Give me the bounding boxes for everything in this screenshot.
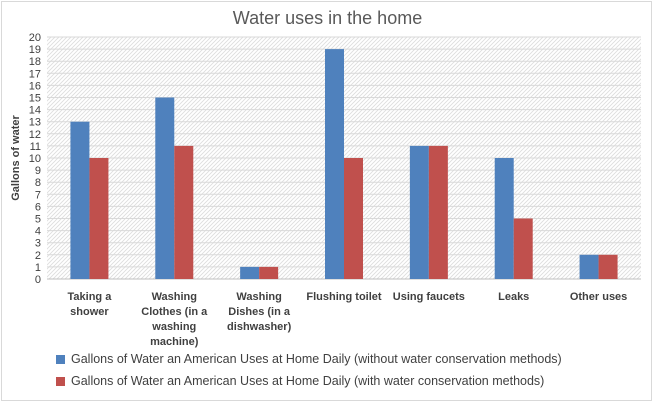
y-tick-label: 0 (35, 274, 41, 286)
y-tick-label: 2 (35, 250, 41, 262)
bar (409, 145, 429, 279)
y-tick-label: 6 (35, 201, 41, 213)
y-tick-label: 3 (35, 238, 41, 250)
y-tick-label: 5 (35, 214, 41, 226)
y-tick-label: 12 (29, 129, 41, 141)
legend-swatch-without (56, 354, 65, 364)
x-category-label: Taking a shower (68, 291, 113, 318)
y-tick-label: 8 (35, 177, 41, 189)
y-tick-label: 18 (29, 56, 41, 68)
y-tick-label: 13 (29, 117, 41, 129)
y-tick-label: 16 (29, 80, 41, 92)
bar (579, 254, 599, 279)
bar (155, 97, 175, 279)
legend-label-with: Gallons of Water an American Uses at Hom… (71, 374, 545, 388)
bar (428, 145, 448, 279)
y-tick-label: 10 (29, 153, 41, 165)
y-tick-label: 7 (35, 189, 41, 201)
y-tick-label: 9 (35, 165, 41, 177)
y-tick-label: 17 (29, 68, 41, 80)
legend: Gallons of Water an American Uses at Hom… (56, 348, 562, 392)
bar (325, 49, 344, 279)
legend-label-without: Gallons of Water an American Uses at Hom… (71, 352, 562, 366)
y-tick-label: 1 (35, 262, 41, 274)
y-axis-label: Gallons of water (10, 114, 22, 200)
bar (344, 158, 363, 279)
x-category-label: Flushing toilet (306, 291, 381, 303)
bar (494, 158, 514, 279)
x-category-label: Leaks (498, 291, 529, 303)
bar (259, 266, 279, 279)
bar (89, 158, 109, 279)
y-tick-label: 14 (29, 105, 41, 117)
x-category-label: Washing Clothes (in a washing machine) (141, 291, 208, 348)
x-category-label: Other uses (570, 291, 627, 303)
bar (513, 218, 533, 279)
legend-swatch-with (56, 376, 65, 386)
x-category-label: Washing Dishes (in a dishwasher) (227, 291, 292, 333)
y-tick-label: 4 (35, 226, 41, 238)
y-tick-label: 20 (29, 32, 41, 44)
bar (598, 254, 618, 279)
bar (240, 266, 260, 279)
legend-item-without: Gallons of Water an American Uses at Hom… (56, 348, 562, 370)
y-tick-label: 19 (29, 44, 41, 56)
legend-item-with: Gallons of Water an American Uses at Hom… (56, 370, 562, 392)
chart-title: Water uses in the home (232, 8, 423, 28)
x-category-label: Using faucets (393, 291, 465, 303)
bar (70, 121, 90, 279)
bar (174, 145, 194, 279)
y-tick-label: 15 (29, 93, 41, 105)
y-tick-label: 11 (30, 141, 41, 153)
